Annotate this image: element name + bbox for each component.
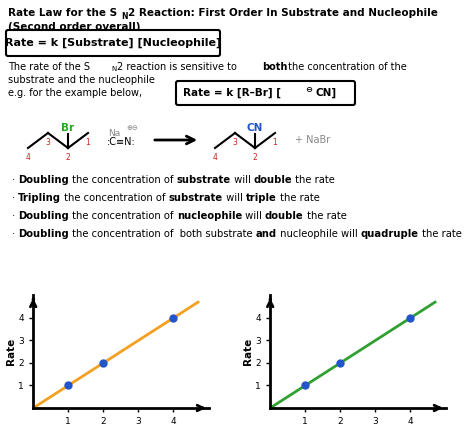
Text: 3: 3 xyxy=(233,138,237,147)
Text: 4: 4 xyxy=(26,153,30,162)
Text: Rate = k [Substrate] [Nucleophile]: Rate = k [Substrate] [Nucleophile] xyxy=(5,38,221,48)
FancyBboxPatch shape xyxy=(6,30,220,56)
Text: and: and xyxy=(256,229,277,239)
Text: N: N xyxy=(111,65,116,71)
Text: e.g. for the example below,: e.g. for the example below, xyxy=(8,88,142,98)
Text: The rate of the S: The rate of the S xyxy=(8,62,90,72)
Text: Br: Br xyxy=(62,123,74,133)
Text: will: will xyxy=(242,211,265,221)
Text: ·: · xyxy=(12,193,18,203)
Text: the rate: the rate xyxy=(419,229,462,239)
Text: 1: 1 xyxy=(86,138,91,147)
Text: nucleophile will: nucleophile will xyxy=(277,229,361,239)
Y-axis label: Rate: Rate xyxy=(243,338,253,366)
Text: Doubling: Doubling xyxy=(18,211,69,221)
Text: 2: 2 xyxy=(253,153,257,162)
Text: 2 reaction is sensitive to: 2 reaction is sensitive to xyxy=(117,62,240,72)
Text: ·: · xyxy=(12,229,18,239)
Text: Rate Law for the S: Rate Law for the S xyxy=(8,8,117,18)
Text: the concentration of: the concentration of xyxy=(69,175,177,185)
Text: triple: triple xyxy=(246,193,277,203)
Text: N: N xyxy=(121,11,128,20)
Text: CN]: CN] xyxy=(316,88,337,98)
Point xyxy=(170,314,177,321)
Point xyxy=(407,314,414,321)
Text: the concentration of: the concentration of xyxy=(69,211,177,221)
Text: the rate: the rate xyxy=(277,193,320,203)
Point xyxy=(100,360,107,366)
Point xyxy=(301,382,309,389)
Text: substrate: substrate xyxy=(169,193,223,203)
Text: Doubling: Doubling xyxy=(18,229,69,239)
Text: quadruple: quadruple xyxy=(361,229,419,239)
Point xyxy=(64,382,72,389)
Text: the concentration of the: the concentration of the xyxy=(285,62,407,72)
Text: nucleophile: nucleophile xyxy=(177,211,242,221)
Text: ·: · xyxy=(12,175,18,185)
Text: 4: 4 xyxy=(212,153,218,162)
Text: substrate: substrate xyxy=(177,175,231,185)
Text: + NaBr: + NaBr xyxy=(295,135,330,145)
Text: the concentration of  both substrate: the concentration of both substrate xyxy=(69,229,256,239)
Text: double: double xyxy=(265,211,304,221)
Text: will: will xyxy=(223,193,246,203)
Text: ⊕⊖: ⊕⊖ xyxy=(126,125,138,131)
FancyBboxPatch shape xyxy=(176,81,355,105)
Text: Rate = k [R–Br] [: Rate = k [R–Br] [ xyxy=(183,88,281,98)
Text: ⊖: ⊖ xyxy=(305,85,312,94)
Text: the rate: the rate xyxy=(292,175,336,185)
Text: 1: 1 xyxy=(273,138,277,147)
Text: Tripling: Tripling xyxy=(18,193,61,203)
Text: 2: 2 xyxy=(65,153,70,162)
Text: the concentration of: the concentration of xyxy=(61,193,169,203)
Text: :C≡N:: :C≡N: xyxy=(107,137,136,147)
Text: (Second order overall): (Second order overall) xyxy=(8,22,140,32)
Text: Na: Na xyxy=(108,128,120,138)
Text: ·: · xyxy=(12,211,18,221)
Text: 3: 3 xyxy=(46,138,50,147)
Text: both: both xyxy=(262,62,287,72)
Text: CN: CN xyxy=(247,123,263,133)
Text: the rate: the rate xyxy=(304,211,346,221)
Text: substrate and the nucleophile: substrate and the nucleophile xyxy=(8,75,155,85)
Y-axis label: Rate: Rate xyxy=(6,338,16,366)
Text: Doubling: Doubling xyxy=(18,175,69,185)
Text: double: double xyxy=(254,175,292,185)
Text: will: will xyxy=(231,175,254,185)
Text: 2 Reaction: First Order In Substrate and Nucleophile: 2 Reaction: First Order In Substrate and… xyxy=(128,8,438,18)
Point xyxy=(337,360,344,366)
